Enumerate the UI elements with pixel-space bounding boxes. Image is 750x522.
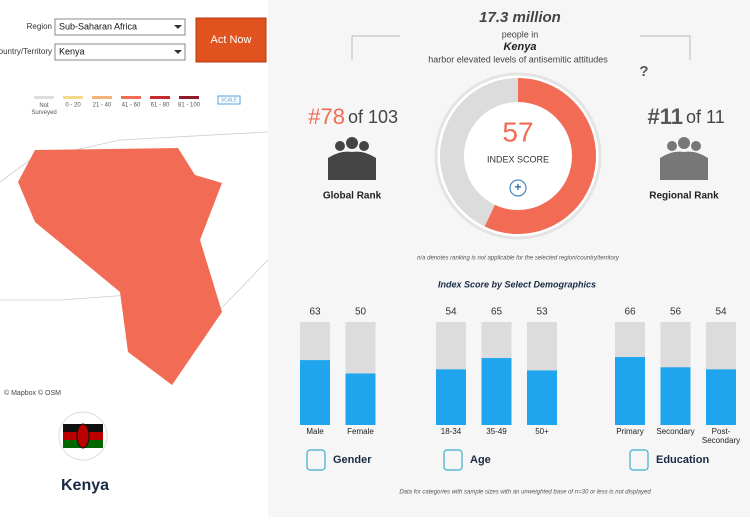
expand-label: +: [514, 180, 521, 194]
bar: [660, 367, 691, 425]
legend-swatch: [179, 96, 199, 99]
index-score-label: INDEX SCORE: [487, 154, 549, 164]
regional-rank: #11: [648, 104, 684, 129]
group-label: Gender: [333, 454, 372, 466]
group-label: Age: [470, 454, 491, 466]
global-rank: #78: [308, 104, 345, 129]
people-icon: [660, 137, 708, 180]
bar: [300, 360, 330, 425]
country-value: Kenya: [59, 46, 85, 56]
regional-rank-label: Regional Rank: [649, 191, 719, 202]
bar: [481, 358, 512, 425]
bar-category: Male: [306, 427, 324, 436]
note: n/a denotes ranking is not applicable fo…: [417, 256, 620, 262]
bar-category: Female: [347, 427, 374, 436]
bar-category: 50+: [535, 427, 549, 436]
group-label: Education: [656, 454, 709, 466]
bar-value: 65: [491, 307, 503, 318]
headline-country: Kenya: [503, 41, 536, 53]
group-icon: [629, 449, 649, 471]
bar-category: 18-34: [441, 427, 462, 436]
help-icon[interactable]: ?: [639, 63, 648, 80]
bar-category: Post-Secondary: [702, 427, 740, 445]
legend-swatch: [63, 96, 83, 99]
legend-swatch: [34, 96, 54, 99]
bar-value: 66: [624, 307, 636, 318]
bar-value: 63: [309, 307, 321, 318]
donut-arc: [440, 78, 596, 234]
act-now-button[interactable]: [195, 17, 267, 63]
country-label: Country/Territory: [0, 47, 52, 56]
scale-box: [217, 95, 241, 105]
bar-category: 35-49: [486, 427, 507, 436]
legend-swatch: [121, 96, 141, 99]
group-icon: [443, 449, 463, 471]
bar-value: 50: [355, 307, 367, 318]
map-attribution: © Mapbox © OSM: [4, 389, 61, 397]
country-shape: [18, 148, 222, 385]
country-name: Kenya: [61, 477, 109, 494]
demographics-title: Index Score by Select Demographics: [438, 279, 596, 289]
headline-line1: people in: [502, 29, 539, 39]
legend-label: 61 - 80: [151, 103, 170, 109]
region-select[interactable]: [54, 18, 186, 36]
map-legend: Not Surveyed 0 - 20 21 - 40 41 - 60 61 - 80 81…: [31, 96, 201, 116]
headline-line2: harbor elevated levels of antisemitic at…: [428, 54, 608, 64]
bar-value: 53: [536, 307, 548, 318]
footnote: Data for categories with sample sizes wi…: [399, 490, 651, 496]
dropdown-arrow: [174, 25, 182, 29]
people-icon: [328, 137, 376, 180]
expand-button[interactable]: [509, 179, 527, 197]
bar-groups: 63 Male 50 Female Gender 54 18-34 65 35-49 53 50+ A…: [300, 307, 740, 471]
legend-swatch: [150, 96, 170, 99]
global-rank-label: Global Rank: [323, 191, 382, 202]
global-rank-of: of 103: [348, 107, 398, 127]
bar: [706, 369, 736, 425]
legend-label: Not Surveyed: [31, 103, 56, 116]
bracket: [351, 35, 691, 60]
legend-label: 21 - 40: [93, 103, 112, 109]
bar-category: Primary: [616, 427, 644, 436]
flag-shield: [76, 423, 90, 449]
region-value: Sub-Saharan Africa: [59, 21, 137, 31]
scale-label: SCALE: [221, 97, 238, 103]
legend-label: 0 - 20: [65, 103, 81, 109]
country-select[interactable]: [54, 43, 186, 61]
legend-label: 41 - 60: [122, 103, 141, 109]
legend-label: 81 - 100: [178, 103, 201, 109]
bar-value: 56: [670, 307, 682, 318]
bar: [615, 357, 645, 425]
donut: [440, 78, 596, 234]
legend-swatch: [92, 96, 112, 99]
button-label: Act Now: [211, 34, 252, 46]
group-icon: [306, 449, 326, 471]
regional-rank-of: of 11: [686, 107, 725, 127]
headline-amount: 17.3 million: [479, 9, 561, 26]
bar-value: 54: [715, 307, 727, 318]
region-label: Region: [27, 22, 52, 31]
bar-category: Secondary: [656, 427, 694, 436]
dropdown-arrow: [174, 50, 182, 54]
index-score: 57: [502, 116, 533, 147]
bar-value: 54: [445, 307, 457, 318]
bar: [436, 369, 466, 425]
bar: [527, 370, 557, 425]
bar: [345, 373, 376, 425]
